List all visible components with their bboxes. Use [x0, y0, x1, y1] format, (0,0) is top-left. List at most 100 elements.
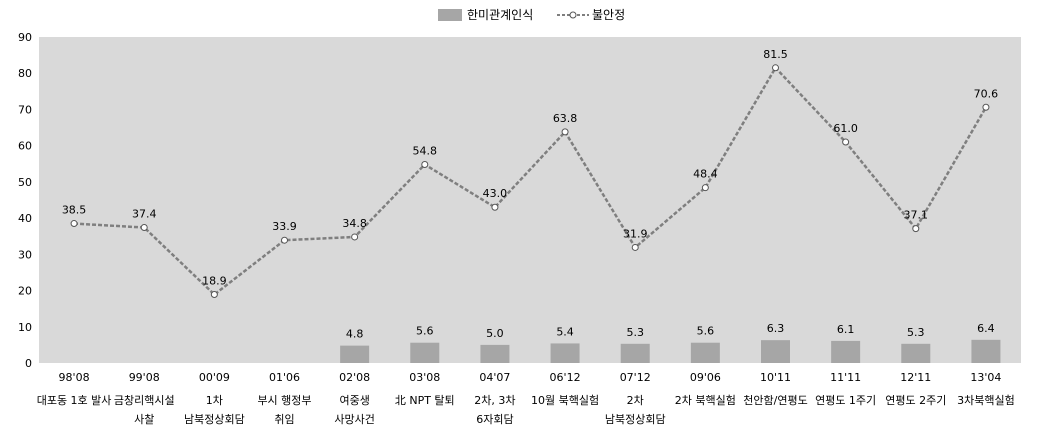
x-tick-event-6-1: 6자회담: [476, 413, 513, 426]
line-value-label-3: 33.9: [272, 220, 297, 233]
bar-value-label-8: 5.3: [626, 326, 644, 339]
x-tick-date-8: 07'12: [620, 371, 651, 384]
x-tick-event-0-0: 대포동 1호 발사: [37, 394, 112, 407]
line-point-11: [842, 138, 850, 146]
legend-bar-swatch: [438, 9, 462, 21]
bar-9: [690, 342, 720, 363]
y-axis: 0 10 20 30 40 50 60 70 80 90: [18, 31, 32, 370]
x-tick-date-12: 12'11: [900, 371, 931, 384]
x-tick-event-4-1: 사망사건: [334, 413, 374, 426]
x-tick-event-8-1: 남북정상회담: [605, 413, 666, 426]
bar-value-label-11: 6.1: [837, 323, 855, 336]
line-path: [74, 66, 988, 296]
x-tick-event-11-0: 연평도 1주기: [815, 394, 876, 407]
x-tick-event-1-1: 사찰: [134, 413, 154, 426]
bar-value-label-7: 5.4: [556, 325, 574, 338]
bar-value-label-6: 5.0: [486, 327, 504, 340]
y-tick-label-90: 90: [18, 31, 32, 44]
line-point-7: [561, 128, 569, 136]
x-tick-event-7-0: 10월 북핵실험: [531, 394, 599, 407]
line-series: 38.5 37.4 18.9 33.9 34.8 54.8 43.0 63.8 31.9 48.4…: [62, 48, 999, 299]
bar-10: [761, 340, 790, 363]
line-point-6: [491, 203, 499, 211]
line-value-label-5: 54.8: [413, 145, 438, 158]
line-value-label-4: 34.8: [342, 217, 367, 230]
x-tick-date-11: 11'11: [830, 371, 861, 384]
line-value-label-0: 38.5: [62, 204, 87, 217]
y-tick-label-0: 0: [25, 357, 32, 370]
x-tick-event-10-0: 천안함/연평도: [743, 393, 807, 407]
y-tick-label-30: 30: [18, 248, 32, 261]
x-tick-date-5: 03'08: [409, 371, 440, 384]
x-tick-event-5-0: 北 NPT 탈퇴: [395, 394, 455, 407]
x-tick-date-9: 09'06: [690, 371, 721, 384]
x-tick-date-13: 13'04: [970, 371, 1001, 384]
bar-11: [831, 340, 861, 363]
bar-series: 4.8 5.6 5.0 5.4 5.3 5.6 6.3 6.1 5.3 6.4: [340, 322, 1001, 363]
x-tick-event-3-1: 취임: [274, 413, 294, 426]
x-tick-event-3-0: 부시 행정부: [257, 394, 311, 407]
bar-5: [410, 342, 440, 363]
x-tick-date-0: 98'08: [59, 371, 90, 384]
legend-line-label: 불안정: [592, 8, 625, 22]
line-point-5: [421, 161, 429, 169]
legend-line-marker: [569, 11, 577, 19]
x-tick-date-6: 04'07: [479, 371, 510, 384]
line-value-label-2: 18.9: [202, 275, 227, 288]
x-tick-event-4-0: 여중생: [339, 394, 369, 407]
line-point-3: [281, 236, 288, 244]
bar-value-label-4: 4.8: [346, 328, 364, 341]
bar-12: [901, 343, 931, 363]
x-tick-date-4: 02'08: [339, 371, 370, 384]
line-point-13: [982, 103, 990, 111]
y-tick-label-70: 70: [18, 103, 32, 116]
y-tick-label-80: 80: [18, 67, 32, 80]
x-tick-event-2-1: 남북정상회담: [184, 413, 245, 426]
x-tick-event-6-0: 2차, 3차: [474, 394, 515, 407]
y-tick-label-10: 10: [18, 321, 32, 334]
line-value-label-1: 37.4: [132, 208, 157, 221]
bar-8: [620, 343, 650, 363]
bar-7: [550, 343, 580, 363]
line-value-label-8: 31.9: [623, 227, 648, 240]
bar-value-label-10: 6.3: [767, 322, 785, 335]
bar-13: [971, 339, 1001, 363]
line-value-label-6: 43.0: [483, 187, 508, 200]
bar-4: [340, 345, 370, 363]
line-value-label-13: 70.6: [974, 87, 999, 100]
line-point-4: [351, 233, 359, 241]
x-tick-date-10: 10'11: [760, 371, 791, 384]
bar-value-label-9: 5.6: [697, 325, 715, 338]
line-value-label-10: 81.5: [763, 48, 788, 61]
line-value-label-9: 48.4: [693, 168, 718, 181]
line-point-8: [631, 243, 639, 251]
bar-value-label-5: 5.6: [416, 325, 434, 338]
bar-value-label-12: 5.3: [907, 326, 925, 339]
x-tick-event-1-0: 금창리핵시설: [114, 394, 175, 407]
x-tick-date-1: 99'08: [129, 371, 160, 384]
x-tick-event-8-0: 2차: [627, 394, 644, 407]
line-point-1: [140, 224, 148, 232]
line-value-label-7: 63.8: [553, 112, 578, 125]
line-point-9: [701, 184, 709, 192]
x-tick-date-2: 00'09: [199, 371, 230, 384]
x-tick-event-9-0: 2차 북핵실험: [675, 394, 736, 407]
line-point-2: [210, 291, 218, 299]
legend: 한미관계인식 불안정: [438, 8, 625, 22]
line-value-label-11: 61.0: [833, 122, 858, 135]
bar-value-label-13: 6.4: [977, 322, 995, 335]
y-tick-label-20: 20: [18, 285, 32, 298]
y-tick-label-40: 40: [18, 212, 32, 225]
x-tick-event-2-0: 1차: [206, 394, 223, 407]
bar-6: [480, 344, 510, 363]
legend-bar-label: 한미관계인식: [467, 8, 533, 22]
y-tick-label-60: 60: [18, 140, 32, 153]
plot-area: [39, 37, 1021, 363]
x-tick-date-7: 06'12: [550, 371, 581, 384]
x-tick-event-12-0: 연평도 2주기: [885, 394, 946, 407]
line-point-10: [772, 64, 779, 72]
line-point-0: [70, 220, 78, 228]
y-tick-label-50: 50: [18, 176, 32, 189]
